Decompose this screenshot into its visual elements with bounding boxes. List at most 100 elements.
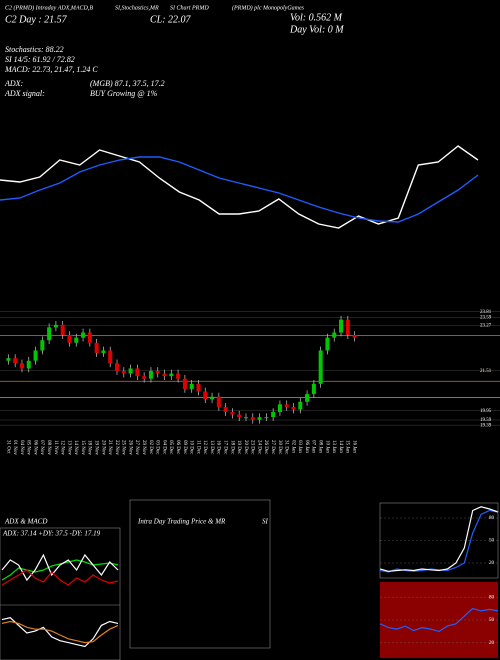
candle-body	[60, 324, 65, 336]
x-tick-label: 08 Nov	[46, 440, 51, 455]
panel-frame	[379, 502, 499, 579]
info-text: SI 14/5: 61.92 / 72.82	[5, 55, 75, 64]
candle-body	[128, 368, 133, 374]
info-text: Vol: 0.562 M	[290, 12, 343, 23]
candle-body	[94, 342, 99, 354]
x-tick-label: 17 Dec	[222, 440, 227, 455]
series-line	[1, 553, 119, 582]
x-tick-label: 29 Nov	[141, 440, 146, 455]
candle-body	[264, 417, 269, 419]
candle-body	[67, 335, 72, 343]
x-tick-label: 10 Dec	[189, 440, 194, 455]
y-tick-label: 23.59	[480, 316, 492, 321]
candle-body	[237, 414, 242, 418]
candle-body	[176, 373, 181, 379]
candle-body	[216, 396, 221, 407]
candle-body	[339, 319, 344, 333]
x-tick-label: 23 Dec	[250, 440, 255, 455]
x-tick-label: 01 Nov	[12, 440, 17, 455]
x-tick-label: 07 Jan	[311, 440, 316, 453]
x-tick-label: 15 Jan	[345, 440, 350, 453]
candle-body	[230, 412, 235, 415]
x-tick-label: 31 Oct	[5, 440, 10, 454]
x-tick-label: 13 Dec	[209, 440, 214, 455]
y-tick-label: 19.95	[480, 409, 492, 414]
x-tick-label: 21 Nov	[107, 440, 112, 455]
info-text: CL: 22.07	[150, 14, 192, 25]
x-tick-label: 30 Dec	[277, 440, 282, 455]
x-tick-label: 14 Jan	[338, 440, 343, 453]
series-line	[1, 559, 119, 581]
info-text: BUY Growing @ 1%	[90, 89, 158, 98]
x-tick-label: 26 Nov	[127, 440, 132, 455]
x-tick-label: 31 Dec	[284, 440, 289, 455]
candle-body	[19, 363, 24, 369]
x-tick-label: 03 Dec	[155, 440, 160, 455]
candle-body	[332, 332, 337, 338]
candle-body	[162, 373, 167, 377]
panel-background	[380, 582, 498, 658]
candle-body	[182, 378, 187, 389]
candle-body	[271, 412, 276, 418]
x-tick-label: 14 Nov	[73, 440, 78, 455]
candle-body	[135, 368, 140, 377]
panel-title: ADX: 37.14 +DY: 37.5 -DY: 17.19	[2, 530, 101, 538]
y-tick-label: 19.39	[480, 423, 492, 428]
x-tick-label: 10 Jan	[324, 440, 329, 453]
info-text: MACD: 22.73, 21.47, 1.24 C	[4, 65, 98, 74]
info-text: SI,Stochastics,MR	[115, 5, 159, 11]
panel-title: SI	[262, 518, 269, 526]
candle-body	[345, 319, 350, 336]
candle-body	[257, 417, 262, 420]
x-tick-label: 15 Nov	[80, 440, 85, 455]
x-tick-label: 12 Nov	[60, 440, 65, 455]
x-tick-label: 06 Nov	[32, 440, 37, 455]
x-tick-label: 07 Nov	[39, 440, 44, 455]
panel-frame	[129, 499, 271, 649]
candle-body	[203, 391, 208, 400]
panel-frame	[0, 527, 121, 660]
x-tick-label: 20 Dec	[243, 440, 248, 455]
x-tick-label: 18 Dec	[229, 440, 234, 455]
candle-body	[352, 335, 357, 338]
x-tick-label: 06 Dec	[175, 440, 180, 455]
x-tick-label: 08 Jan	[318, 440, 323, 453]
x-tick-label: 18 Nov	[87, 440, 92, 455]
x-tick-label: 24 Dec	[256, 440, 261, 455]
info-text: ADX:	[4, 79, 24, 88]
candle-body	[169, 373, 174, 377]
panel-title: Intra Day Trading Price & MR	[137, 518, 226, 526]
series-line	[0, 156, 479, 223]
y-tick-label: 20	[489, 561, 495, 566]
series-line	[379, 607, 499, 633]
x-tick-label: 16 Dec	[216, 440, 221, 455]
candle-body	[305, 394, 310, 402]
y-tick-label: 50	[489, 618, 495, 623]
series-line	[1, 620, 119, 644]
x-tick-label: 03 Jan	[297, 440, 302, 453]
candle-body	[40, 340, 45, 351]
series-line	[1, 569, 119, 586]
panel-background	[380, 503, 498, 578]
candle-body	[6, 358, 11, 361]
y-tick-label: 80	[489, 595, 495, 600]
y-tick-label: 23.27	[480, 324, 492, 329]
candle-body	[115, 363, 120, 371]
candle-body	[284, 404, 289, 407]
x-tick-label: 25 Nov	[121, 440, 126, 455]
candle-body	[325, 337, 330, 351]
x-tick-label: 05 Dec	[168, 440, 173, 455]
y-tick-label: 20	[489, 641, 495, 646]
candle-body	[101, 350, 106, 354]
info-text: (MGB) 87.1, 37.5, 17.2	[90, 79, 165, 88]
candle-body	[318, 350, 323, 384]
candle-body	[298, 401, 303, 410]
candle-body	[311, 383, 316, 395]
candle-body	[142, 376, 147, 379]
candle-body	[223, 406, 228, 413]
info-text: Day Vol: 0 M	[289, 24, 344, 35]
candle-body	[155, 371, 160, 374]
x-tick-label: 05 Nov	[26, 440, 31, 455]
candle-body	[277, 404, 282, 413]
info-text: SI Chart PRMD	[170, 5, 209, 11]
